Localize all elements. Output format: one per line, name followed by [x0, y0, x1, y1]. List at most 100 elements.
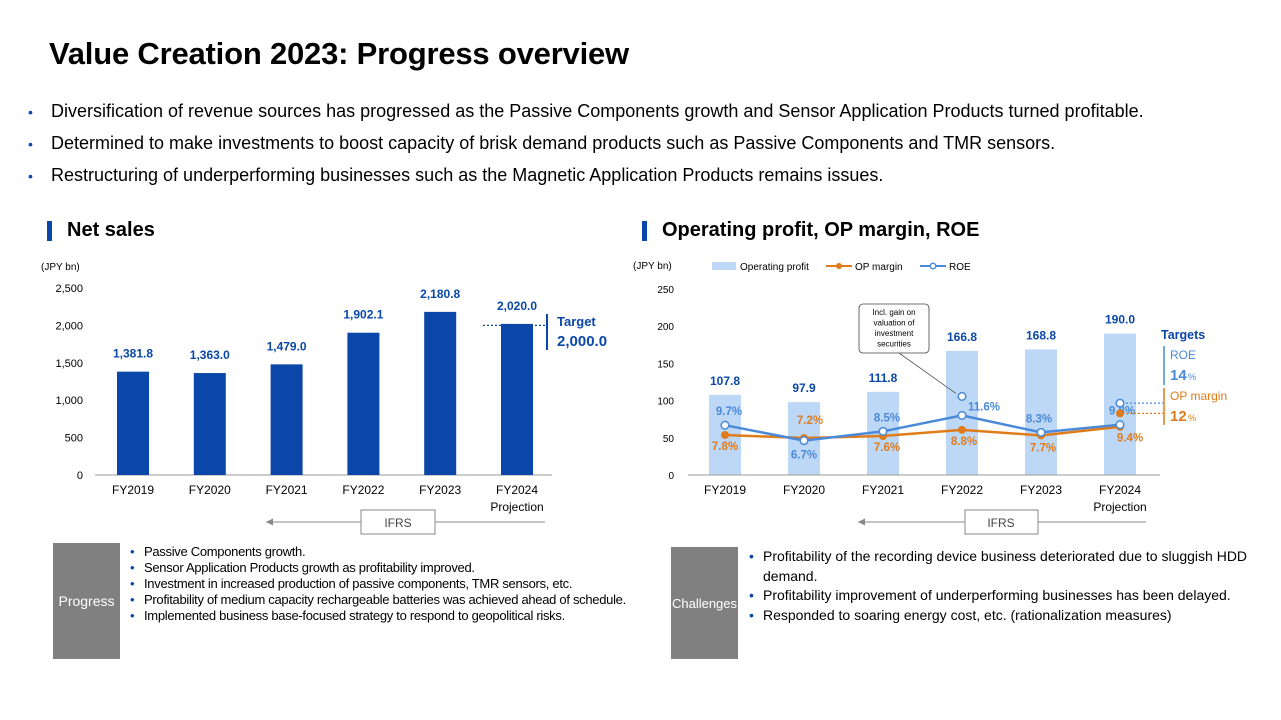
heading-marker [642, 220, 647, 241]
x-tick-label: FY2021 [266, 483, 308, 497]
roe-point [957, 410, 967, 421]
x-tick-sublabel: Projection [490, 500, 543, 514]
op-target-unit: % [1188, 413, 1196, 423]
challenge-item-text: Responded to soaring energy cost, etc. (… [763, 606, 1172, 623]
bullet-dot: • [749, 606, 754, 623]
x-tick-label: FY2019 [704, 483, 746, 497]
legend-marker-roe [929, 262, 937, 270]
operating-profit-chart: (JPY bn) Operating profit OP margin ROE 0 50 1… [633, 261, 1227, 535]
x-tick-label: FY2022 [342, 483, 384, 497]
progress-item: • Passive Components growth. [130, 544, 630, 560]
y-tick-label: 250 [657, 285, 674, 296]
roe-target-label: ROE [1170, 348, 1196, 362]
summary-bullet: • Determined to make investments to boost… [28, 131, 1144, 163]
bar-value-label: 97.9 [792, 381, 816, 395]
roe-line [724, 414, 1121, 442]
progress-item-text: Sensor Application Products growth as pr… [144, 560, 475, 575]
op-margin-point [721, 430, 729, 439]
bullet-dot: • [130, 560, 135, 575]
y-tick-label: 1,000 [55, 395, 83, 407]
ifrs-arrow-head [858, 518, 865, 526]
op-target-label: OP margin [1170, 389, 1227, 403]
bullet-text: Diversification of revenue sources has p… [51, 101, 1144, 121]
bullet-dot: • [28, 168, 33, 184]
targets-heading: Targets [1161, 328, 1205, 342]
annotation-text: valuation of [874, 319, 916, 328]
bullet-dot: • [749, 587, 754, 603]
roe-label: 6.7% [791, 450, 817, 462]
bar [117, 371, 149, 475]
ifrs-arrow-head [266, 518, 273, 526]
roe-point-incl-gain [957, 391, 967, 402]
annotation-text: Incl. gain on [872, 308, 915, 317]
y-tick-label: 500 [65, 433, 83, 445]
bullet-dot: • [130, 544, 135, 559]
bullet-dot: • [749, 548, 754, 564]
roe-label: 8.3% [1026, 413, 1052, 425]
op-target-value: 12 [1170, 408, 1187, 425]
x-tick-label: FY2020 [189, 483, 231, 497]
y-tick-label: 100 [657, 397, 674, 408]
bullet-dot: • [28, 136, 33, 152]
ifrs-label: IFRS [384, 516, 411, 530]
legend-swatch-operating-profit [712, 262, 736, 270]
annotation-text: investment [875, 329, 914, 338]
y-unit-label: (JPY bn) [41, 262, 80, 273]
bar-value-label: 1,363.0 [190, 348, 230, 362]
legend-label-operating-profit: Operating profit [740, 262, 809, 273]
summary-bullets: • Diversification of revenue sources has … [28, 99, 1144, 195]
roe-target-value: 14 [1170, 367, 1187, 384]
net-sales-heading: Net sales [47, 219, 155, 242]
annotation-leader [898, 352, 957, 394]
challenge-item: • Profitability of the recording device b… [749, 547, 1249, 586]
target-value: 2,000.0 [557, 333, 607, 350]
bar-value-label: 1,381.8 [113, 347, 153, 361]
roe-point [720, 420, 730, 430]
roe-point [878, 426, 888, 436]
annotation-text: securities [877, 340, 911, 349]
bar-value-label: 111.8 [869, 371, 898, 385]
y-tick-label: 1,500 [55, 358, 83, 370]
x-tick-label: FY2023 [419, 483, 461, 497]
bullet-dot: • [130, 576, 135, 591]
progress-item: • Profitability of medium capacity rechar… [130, 592, 630, 608]
progress-item-text: Profitability of medium capacity recharg… [144, 592, 626, 607]
bar-value-label: 2,020.0 [497, 299, 537, 313]
progress-item-text: Implemented business base-focused strate… [144, 608, 565, 623]
challenges-label: Challenges [671, 547, 738, 659]
roe-target-point [1115, 398, 1125, 408]
progress-label: Progress [53, 543, 120, 659]
ifrs-label: IFRS [987, 516, 1014, 530]
progress-item-text: Passive Components growth. [144, 544, 306, 559]
bar [424, 311, 457, 475]
bar [270, 364, 303, 475]
ifrs-box [964, 509, 1039, 535]
bullet-dot: • [130, 592, 135, 607]
y-tick-label: 2,500 [55, 283, 83, 295]
net-sales-heading-text: Net sales [67, 219, 155, 241]
target-label: Target [557, 314, 596, 329]
bar-value-label: 168.8 [1026, 328, 1056, 342]
bar-value-label: 1,902.1 [343, 308, 383, 322]
summary-bullet: • Diversification of revenue sources has … [28, 99, 1144, 131]
x-tick-label: FY2024 [496, 483, 538, 497]
x-tick-label: FY2020 [783, 483, 825, 497]
progress-list: • Passive Components growth. • Sensor Appl… [130, 544, 630, 624]
bar [501, 323, 533, 475]
challenge-item: • Responded to soaring energy cost, etc. … [749, 606, 1249, 626]
y-unit-label: (JPY bn) [633, 261, 672, 272]
challenges-list: • Profitability of the recording device b… [749, 547, 1249, 625]
op-margin-label: 9.4% [1117, 433, 1143, 445]
x-tick-label: FY2019 [112, 483, 154, 497]
op-margin-label: 7.2% [797, 415, 823, 427]
y-tick-label: 150 [657, 359, 674, 370]
legend-label-op-margin: OP margin [855, 262, 903, 273]
op-heading: Operating profit, OP margin, ROE [642, 219, 979, 242]
x-tick-label: FY2024 [1099, 483, 1141, 497]
bar-value-label: 107.8 [710, 374, 740, 388]
bullet-text: Restructuring of underperforming busines… [51, 165, 884, 185]
legend-label-roe: ROE [949, 262, 971, 273]
ifrs-box [360, 509, 436, 535]
roe-point [799, 436, 809, 446]
challenge-item: • Profitability improvement of underperfo… [749, 586, 1249, 606]
